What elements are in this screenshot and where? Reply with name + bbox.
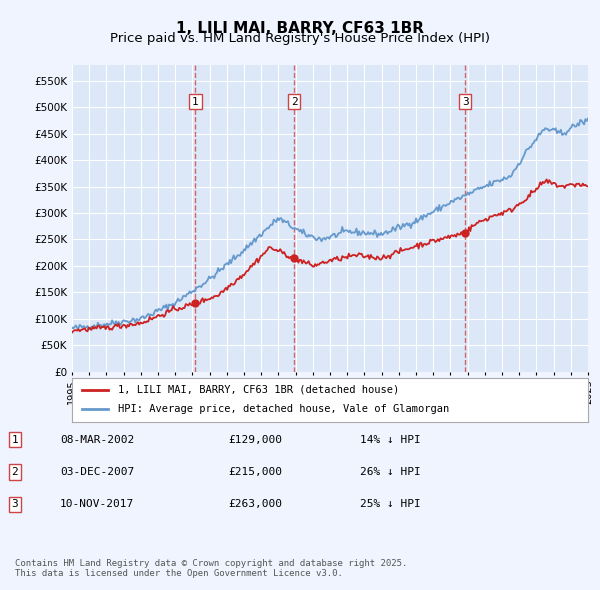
Text: 3: 3	[462, 97, 469, 107]
Text: 03-DEC-2007: 03-DEC-2007	[60, 467, 134, 477]
Text: HPI: Average price, detached house, Vale of Glamorgan: HPI: Average price, detached house, Vale…	[118, 405, 449, 414]
Text: 2: 2	[11, 467, 19, 477]
Text: 1: 1	[11, 435, 19, 444]
Text: 26% ↓ HPI: 26% ↓ HPI	[360, 467, 421, 477]
Text: 1: 1	[192, 97, 199, 107]
Text: £263,000: £263,000	[228, 500, 282, 509]
Text: £215,000: £215,000	[228, 467, 282, 477]
Text: 25% ↓ HPI: 25% ↓ HPI	[360, 500, 421, 509]
Text: 1, LILI MAI, BARRY, CF63 1BR: 1, LILI MAI, BARRY, CF63 1BR	[176, 21, 424, 35]
Text: 3: 3	[11, 500, 19, 509]
Text: 1, LILI MAI, BARRY, CF63 1BR (detached house): 1, LILI MAI, BARRY, CF63 1BR (detached h…	[118, 385, 400, 395]
Text: 2: 2	[291, 97, 298, 107]
Text: 08-MAR-2002: 08-MAR-2002	[60, 435, 134, 444]
Text: £129,000: £129,000	[228, 435, 282, 444]
Text: 10-NOV-2017: 10-NOV-2017	[60, 500, 134, 509]
Text: Price paid vs. HM Land Registry's House Price Index (HPI): Price paid vs. HM Land Registry's House …	[110, 32, 490, 45]
Text: 14% ↓ HPI: 14% ↓ HPI	[360, 435, 421, 444]
Text: Contains HM Land Registry data © Crown copyright and database right 2025.
This d: Contains HM Land Registry data © Crown c…	[15, 559, 407, 578]
